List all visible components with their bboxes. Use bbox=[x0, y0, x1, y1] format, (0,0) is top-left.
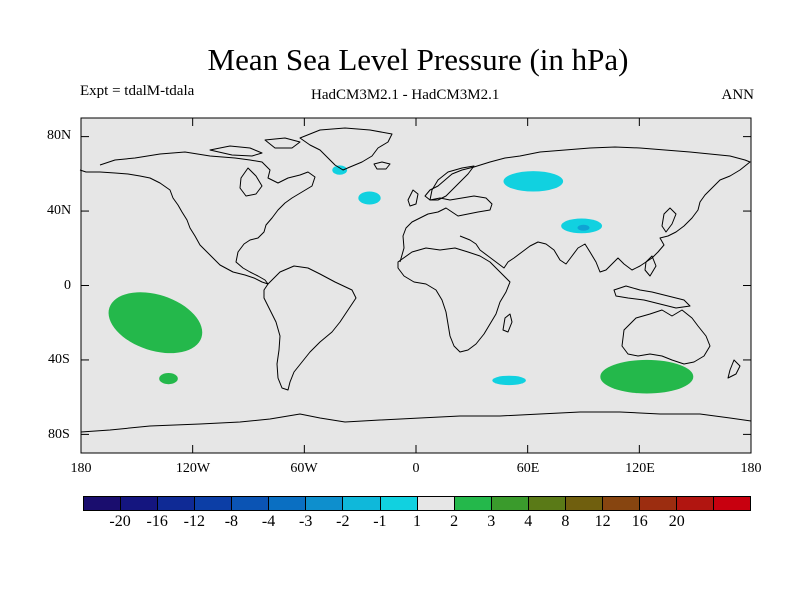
coast-australia bbox=[621, 309, 711, 365]
coast-uk bbox=[407, 189, 419, 207]
coast-scandinavia bbox=[429, 165, 475, 201]
coast-arctic-islands-2 bbox=[264, 137, 301, 149]
lat-label-80n: 80N bbox=[47, 128, 72, 143]
season-label: ANN bbox=[721, 87, 755, 103]
colorbar-label: -1 bbox=[373, 513, 387, 530]
anomaly-negative-8 bbox=[492, 375, 526, 386]
colorbar bbox=[83, 496, 751, 511]
anomaly-negative-6 bbox=[503, 171, 564, 192]
coast-africa bbox=[397, 247, 511, 353]
colorbar-box bbox=[343, 497, 381, 510]
colorbar-box bbox=[84, 497, 122, 510]
lon-label-60w: 60W bbox=[290, 461, 318, 476]
lat-label-0: 0 bbox=[64, 278, 71, 293]
colorbar-label: 2 bbox=[450, 513, 459, 530]
lon-label-0: 0 bbox=[412, 461, 420, 476]
coast-eurasia bbox=[399, 146, 751, 273]
colorbar-label: 3 bbox=[487, 513, 496, 530]
coast-iceland bbox=[373, 161, 391, 170]
colorbar-box bbox=[232, 497, 270, 510]
colorbar-box bbox=[639, 497, 677, 510]
coast-japan bbox=[661, 207, 677, 233]
colorbar-label: -8 bbox=[224, 513, 239, 530]
anomaly-negative-4 bbox=[358, 191, 381, 205]
lon-label-180w: 180 bbox=[70, 461, 92, 476]
colorbar-box bbox=[121, 497, 159, 510]
coast-madagascar bbox=[502, 313, 513, 333]
colorbar-box bbox=[565, 497, 603, 510]
colorbar-label: -20 bbox=[109, 513, 131, 530]
colorbar-label: 8 bbox=[561, 513, 570, 530]
map-title: Mean Sea Level Pressure (in hPa) bbox=[207, 42, 629, 77]
lat-label-40n: 40N bbox=[47, 203, 72, 218]
colorbar-label: -2 bbox=[336, 513, 350, 530]
colorbar-box bbox=[602, 497, 640, 510]
map-background bbox=[81, 118, 751, 453]
coast-new-zealand bbox=[727, 359, 741, 379]
colorbar-box bbox=[269, 497, 307, 510]
coast-north-america bbox=[79, 151, 316, 285]
colorbar-box bbox=[528, 497, 566, 510]
colorbar-label: 1 bbox=[413, 513, 421, 530]
colorbar-label: 16 bbox=[631, 513, 648, 530]
lat-label-80s: 80S bbox=[48, 427, 70, 442]
colorbar-box bbox=[380, 497, 418, 510]
colorbar-label: -4 bbox=[261, 513, 276, 530]
coast-south-america bbox=[263, 265, 357, 391]
anomaly-negative-5 bbox=[332, 165, 348, 175]
lat-label-40s: 40S bbox=[48, 352, 70, 367]
colorbar-label: 12 bbox=[594, 513, 611, 530]
colorbar-box bbox=[158, 497, 196, 510]
colorbar-label: -12 bbox=[183, 513, 205, 530]
axis-ticks bbox=[80, 118, 752, 453]
anomaly-positive-2 bbox=[159, 373, 178, 385]
colorbar-box bbox=[454, 497, 492, 510]
coast-hudson-bay bbox=[239, 167, 263, 197]
colorbar-box bbox=[714, 497, 751, 510]
anomaly-negative-core bbox=[577, 224, 590, 231]
colorbar-box bbox=[677, 497, 715, 510]
lon-label-120e: 120E bbox=[625, 461, 655, 476]
anomaly-positive-1 bbox=[108, 292, 203, 354]
lon-label-60e: 60E bbox=[516, 461, 540, 476]
colorbar-box bbox=[417, 497, 455, 510]
colorbar-label: 20 bbox=[668, 513, 685, 530]
coast-arctic-islands bbox=[209, 145, 263, 157]
colorbar-box bbox=[306, 497, 344, 510]
anomaly-positive-3 bbox=[600, 359, 694, 394]
lon-label-120w: 120W bbox=[175, 461, 211, 476]
anomaly-layer bbox=[108, 165, 694, 394]
colorbar-label: -16 bbox=[146, 513, 168, 530]
colorbar-box bbox=[491, 497, 529, 510]
colorbar-label: 4 bbox=[524, 513, 533, 530]
colorbar-box bbox=[195, 497, 233, 510]
lon-label-180e: 180 bbox=[740, 461, 762, 476]
model-comparison-label: HadCM3M2.1 - HadCM3M2.1 bbox=[311, 87, 500, 103]
colorbar-label: -3 bbox=[299, 513, 313, 530]
coast-maritime-continent bbox=[613, 285, 691, 309]
coastlines bbox=[79, 127, 752, 433]
experiment-label: Expt = tdalM-tdala bbox=[80, 83, 195, 99]
coast-philippines bbox=[644, 255, 657, 277]
coast-greenland bbox=[299, 127, 393, 171]
coast-antarctica bbox=[80, 411, 752, 433]
